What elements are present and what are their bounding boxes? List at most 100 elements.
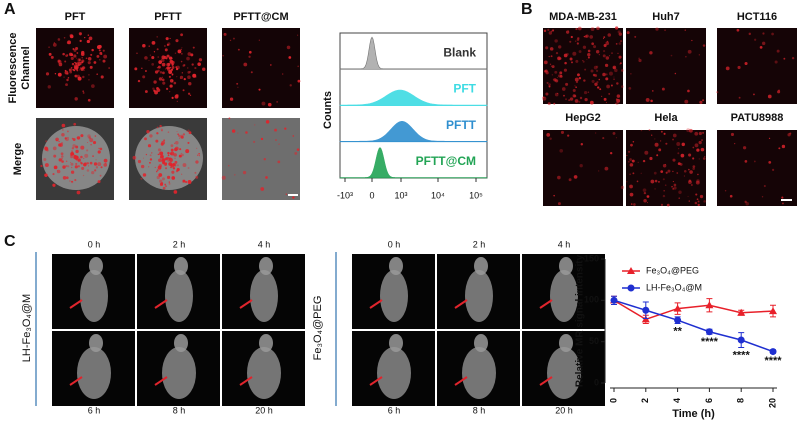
signal-dot <box>159 151 164 156</box>
signal-dot <box>603 97 607 101</box>
signal-dot <box>156 126 159 129</box>
signal-dot <box>80 162 83 165</box>
signal-dot <box>615 137 618 139</box>
signal-dot <box>660 203 664 206</box>
signal-dot <box>774 60 778 64</box>
signal-dot <box>252 140 256 143</box>
signal-dot <box>574 77 579 82</box>
signal-dot <box>164 68 167 70</box>
signal-dot <box>158 60 163 64</box>
signal-dot <box>197 62 201 66</box>
signal-dot <box>616 82 619 85</box>
histogram <box>339 36 488 70</box>
signal-dot <box>174 142 176 144</box>
signal-dot <box>180 48 182 51</box>
signal-dot <box>177 49 182 54</box>
signal-dot <box>595 69 599 72</box>
signal-dot <box>573 94 577 98</box>
x-tick-label: 10³ <box>394 190 407 200</box>
signal-dot <box>583 90 588 95</box>
signal-dot <box>58 141 60 143</box>
signal-dot <box>178 154 182 158</box>
signal-dot <box>543 29 547 33</box>
signal-dot <box>627 150 631 153</box>
signal-dot <box>598 78 601 81</box>
signal-dot <box>172 162 176 166</box>
signal-dot <box>555 51 559 55</box>
signal-dot <box>603 38 605 40</box>
signal-dot <box>626 181 628 183</box>
signal-dot <box>175 66 178 69</box>
signal-dot <box>232 37 235 40</box>
signal-dot <box>44 173 48 178</box>
signal-dot <box>662 178 665 181</box>
signal-dot <box>665 171 668 174</box>
signal-dot <box>167 151 170 155</box>
signal-dot <box>140 177 143 180</box>
signal-dot <box>149 161 151 164</box>
signal-dot <box>686 128 691 133</box>
marker <box>674 316 682 324</box>
signal-dot <box>589 35 594 39</box>
cell-line-label: HepG2 <box>565 112 600 124</box>
signal-dot <box>626 154 628 157</box>
micrograph <box>626 28 706 104</box>
signal-dot <box>698 158 700 160</box>
signal-dot <box>573 175 578 179</box>
mouse-body <box>247 347 281 399</box>
signal-dot <box>690 183 693 187</box>
signal-dot <box>615 102 617 104</box>
signal-dot <box>685 56 687 58</box>
signal-dot <box>180 33 184 37</box>
mouse-head <box>474 257 488 275</box>
signal-dot <box>753 160 756 163</box>
group-label: Fe₃O₄@PEG <box>312 296 324 361</box>
signal-dot <box>187 92 191 95</box>
signal-dot <box>684 99 689 104</box>
time-label: 2 h <box>473 239 486 249</box>
signal-dot <box>615 26 619 30</box>
sample-label: Blank <box>443 45 476 59</box>
marker <box>737 336 745 344</box>
signal-dot <box>92 155 94 158</box>
marker <box>769 348 777 356</box>
signal-dot <box>174 157 176 159</box>
histogram <box>339 89 488 106</box>
signal-dot <box>66 72 69 75</box>
signal-dot <box>605 41 610 46</box>
signal-dot <box>613 78 615 80</box>
signal-dot <box>676 142 681 146</box>
signal-dot <box>158 158 162 163</box>
signal-dot <box>78 58 81 62</box>
signal-dot <box>157 65 161 69</box>
signal-dot <box>76 74 80 78</box>
signal-dot <box>93 61 97 64</box>
signal-dot <box>137 79 141 83</box>
signal-dot <box>143 157 145 159</box>
signal-dot <box>173 190 178 194</box>
signal-dot <box>136 52 138 54</box>
signal-dot <box>694 143 699 148</box>
signal-dot <box>172 167 176 170</box>
signal-dot <box>164 48 168 52</box>
signal-dot <box>66 78 69 82</box>
signal-dot <box>62 52 65 56</box>
signal-dot <box>70 161 72 163</box>
signal-dot <box>678 197 680 199</box>
x-tick-label: 8 <box>736 398 746 403</box>
signal-dot <box>652 90 654 92</box>
y-tick-label: 0 <box>594 377 599 387</box>
signal-dot <box>671 185 673 188</box>
signal-dot <box>696 198 699 201</box>
signal-dot <box>614 68 618 73</box>
signal-dot <box>181 53 183 55</box>
signal-dot <box>646 202 649 204</box>
signal-dot <box>80 67 84 71</box>
signal-dot <box>660 130 663 133</box>
signal-dot <box>580 143 584 146</box>
signal-dot <box>553 194 555 197</box>
axis-label: Time (h) <box>672 408 715 420</box>
signal-dot <box>227 164 230 167</box>
signal-dot <box>159 179 163 183</box>
signal-dot <box>569 97 574 101</box>
